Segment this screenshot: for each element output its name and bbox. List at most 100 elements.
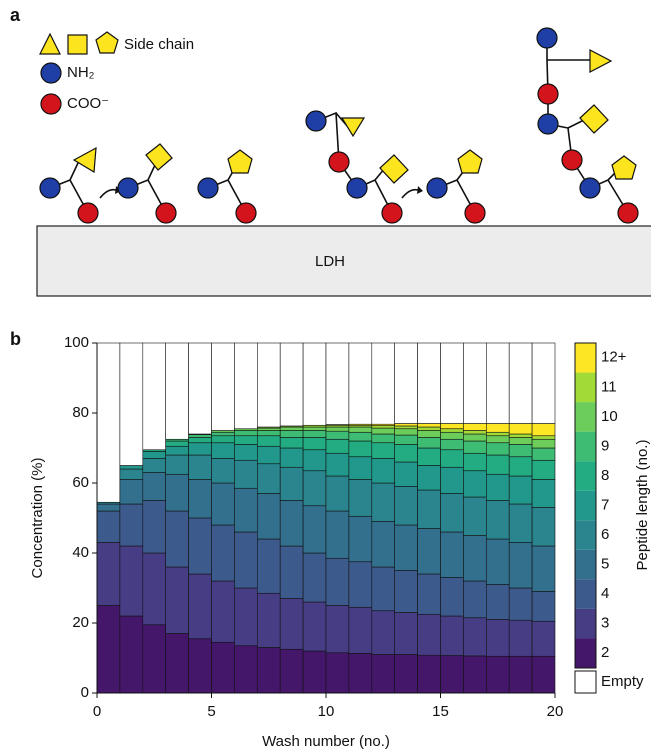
bar-segment bbox=[234, 587, 258, 647]
bar-segment bbox=[531, 438, 556, 449]
bar-segment bbox=[531, 447, 556, 461]
bar-segment bbox=[348, 456, 373, 480]
bar-segment bbox=[508, 542, 533, 589]
bar-segment bbox=[371, 654, 395, 694]
bar-segment bbox=[371, 482, 395, 522]
bar-segment bbox=[302, 601, 327, 652]
legend-label: 3 bbox=[601, 615, 609, 632]
bar-segment bbox=[211, 524, 235, 582]
molecule-part bbox=[457, 149, 483, 174]
legend-label: 11 bbox=[601, 378, 617, 395]
molecule-part bbox=[346, 177, 368, 199]
y-axis-label: Concentration (%) bbox=[29, 458, 46, 579]
bar-segment bbox=[508, 475, 533, 505]
bar-segment bbox=[371, 442, 395, 459]
bar-segment bbox=[463, 655, 487, 694]
bar-segment bbox=[394, 570, 418, 613]
bar-segment bbox=[440, 428, 464, 433]
molecule-part bbox=[379, 154, 409, 184]
bar-segment bbox=[302, 650, 327, 694]
bar-segment bbox=[119, 465, 144, 470]
bar-segment bbox=[165, 454, 189, 475]
bar-segment bbox=[371, 433, 395, 444]
bar-segment bbox=[508, 619, 533, 657]
legend-swatch bbox=[575, 549, 596, 580]
bar-segment bbox=[96, 605, 121, 694]
molecule-part bbox=[340, 117, 366, 138]
bar-segment bbox=[417, 342, 441, 424]
bar-segment bbox=[211, 435, 235, 444]
bar-segment bbox=[485, 423, 510, 433]
bar-segment bbox=[302, 342, 327, 426]
bar-segment bbox=[417, 465, 441, 491]
y-tick-label: 100 bbox=[64, 334, 89, 351]
bar-segment bbox=[463, 580, 487, 619]
bar-segment bbox=[302, 426, 327, 431]
legend-swatch bbox=[575, 490, 596, 521]
bar-segment bbox=[417, 613, 441, 656]
bar-segment bbox=[440, 615, 464, 656]
bar-segment bbox=[485, 538, 510, 585]
bar-segment bbox=[279, 500, 304, 547]
legend-label: 5 bbox=[601, 556, 609, 573]
bar-segment bbox=[256, 538, 281, 594]
bar-segment bbox=[394, 486, 418, 526]
bar-segment bbox=[234, 342, 258, 430]
legend-swatch bbox=[575, 402, 596, 432]
molecule-part bbox=[546, 38, 629, 214]
bar-segment bbox=[508, 655, 533, 694]
bar-segment bbox=[485, 655, 510, 694]
bar-segment bbox=[348, 606, 373, 654]
legend-label: 9 bbox=[601, 437, 609, 454]
molecule-part bbox=[589, 49, 613, 73]
bar-segment bbox=[371, 610, 395, 655]
diagram-legend: Side chain NH₂ COO⁻ bbox=[39, 31, 194, 115]
molecule-part bbox=[155, 202, 177, 224]
bar-segment bbox=[234, 531, 258, 589]
colorbar-frame bbox=[574, 342, 597, 669]
bar-segment bbox=[188, 479, 212, 519]
bar-segment bbox=[394, 425, 418, 430]
bar-segment bbox=[256, 592, 281, 648]
bar-segment bbox=[485, 442, 510, 456]
bar-segment bbox=[165, 473, 189, 512]
bar-segment bbox=[234, 430, 258, 437]
bar-segment bbox=[279, 545, 304, 599]
y-tick-label: 20 bbox=[72, 614, 89, 631]
legend-swatch bbox=[574, 670, 597, 694]
bar-segment bbox=[119, 342, 144, 466]
legend-swatch bbox=[575, 520, 596, 550]
bar-segment bbox=[348, 561, 373, 608]
bar-segment bbox=[165, 440, 189, 447]
legend-label: 7 bbox=[601, 496, 609, 513]
molecule-part bbox=[617, 202, 639, 224]
panel-label: b bbox=[10, 329, 21, 349]
bar-segment bbox=[142, 552, 167, 626]
molecule-part bbox=[611, 155, 637, 180]
molecule-part bbox=[227, 149, 253, 174]
bar-segment bbox=[211, 458, 235, 484]
bar-segment bbox=[188, 454, 212, 480]
legend-swatch bbox=[575, 638, 596, 668]
bar-segment bbox=[325, 605, 350, 654]
x-tick-label: 10 bbox=[318, 703, 335, 720]
bar-segment bbox=[302, 430, 327, 438]
legend-label: 4 bbox=[601, 585, 609, 602]
legend-label: 10 bbox=[601, 408, 618, 425]
bar-segment bbox=[211, 641, 235, 694]
legend-text: NH₂ bbox=[67, 64, 95, 81]
bar-segment bbox=[348, 515, 373, 563]
bar-segment bbox=[394, 524, 418, 571]
bar-segment bbox=[302, 470, 327, 507]
bar-segment bbox=[188, 638, 212, 694]
bar-segment bbox=[371, 566, 395, 612]
bar-segment bbox=[463, 470, 487, 498]
nh2-icon bbox=[40, 62, 62, 84]
bar-segment bbox=[211, 342, 235, 431]
molecule-part bbox=[417, 186, 423, 194]
bar-segment bbox=[119, 545, 144, 617]
bar-segment bbox=[119, 503, 144, 547]
pentagon-icon bbox=[95, 31, 119, 54]
bar-segment bbox=[440, 342, 464, 424]
